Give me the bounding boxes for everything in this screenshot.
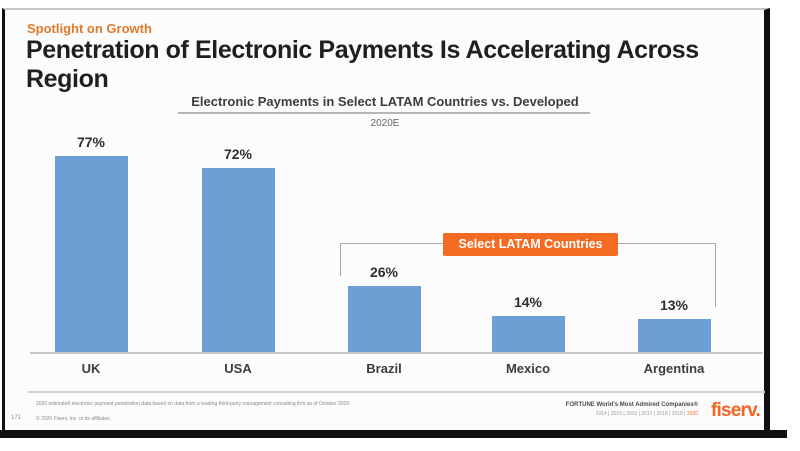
award-years-past: 2014 | 2015 | 2016 | 2017 | 2018 | 2019 … bbox=[595, 411, 686, 417]
bar-brazil bbox=[348, 286, 421, 352]
bar-value-label-brazil: 26% bbox=[369, 264, 399, 280]
footnote-text: 2020 estimated electronic payment penetr… bbox=[36, 401, 350, 407]
bar-value-label-uk: 77% bbox=[76, 134, 106, 150]
bar-usa bbox=[202, 168, 275, 352]
fortune-award-block: FORTUNE World's Most Admired Companies® … bbox=[440, 402, 698, 417]
axis-label-argentina: Argentina bbox=[643, 361, 705, 376]
fortune-award-years: 2014 | 2015 | 2016 | 2017 | 2018 | 2019 … bbox=[440, 411, 698, 417]
slide-eyebrow: Spotlight on Growth bbox=[27, 21, 152, 36]
x-axis-line bbox=[30, 352, 763, 354]
bar-value-label-argentina: 13% bbox=[659, 297, 689, 313]
axis-label-usa: USA bbox=[224, 361, 252, 376]
fiserv-logo: fiserv. bbox=[711, 400, 761, 421]
bar-argentina bbox=[638, 319, 711, 352]
slide-background bbox=[2, 8, 770, 430]
latam-bracket-left-tick bbox=[340, 243, 341, 276]
copyright-text: © 2020 Fiserv, Inc. or its affiliates. bbox=[36, 416, 111, 422]
chart-title: Electronic Payments in Select LATAM Coun… bbox=[191, 94, 579, 109]
bottom-black-bar bbox=[0, 430, 787, 438]
fortune-award-title: FORTUNE World's Most Admired Companies® bbox=[565, 402, 698, 408]
latam-bracket-right-tick bbox=[715, 243, 716, 307]
bar-value-label-usa: 72% bbox=[223, 146, 253, 162]
chart-title-underline bbox=[178, 112, 590, 114]
footer-divider bbox=[28, 391, 765, 393]
axis-label-uk: UK bbox=[81, 361, 101, 376]
award-year-current: 2020 bbox=[686, 411, 698, 417]
bar-value-label-mexico: 14% bbox=[513, 294, 543, 310]
axis-label-brazil: Brazil bbox=[366, 361, 402, 376]
latam-callout-badge: Select LATAM Countries bbox=[443, 233, 618, 256]
slide-title: Penetration of Electronic Payments Is Ac… bbox=[26, 36, 699, 93]
page-number: 171 bbox=[11, 415, 22, 421]
chart-subtitle: 2020E bbox=[370, 118, 400, 129]
axis-label-mexico: Mexico bbox=[505, 361, 551, 376]
bar-mexico bbox=[492, 316, 565, 352]
bar-uk bbox=[55, 156, 128, 352]
